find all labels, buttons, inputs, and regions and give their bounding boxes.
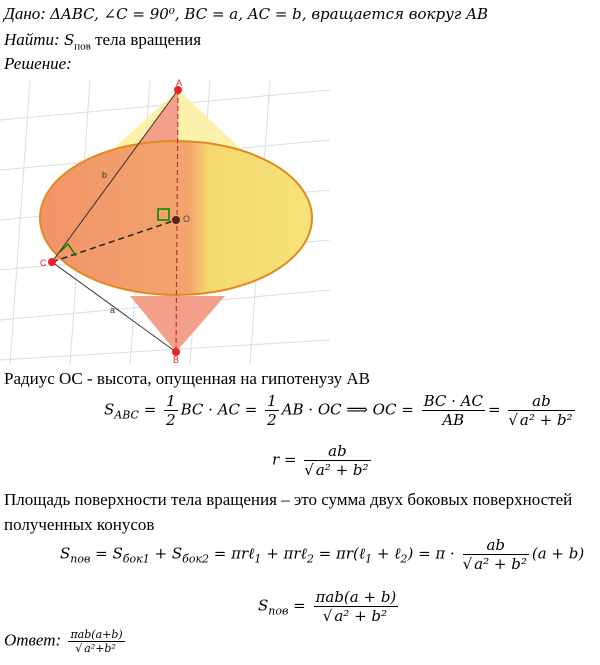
shape: ab √ a² + b²	[304, 442, 371, 479]
text: 2	[267, 411, 277, 429]
shape	[172, 216, 180, 224]
radius-text: Радиус OC - высота, опущенная на гипотен…	[4, 369, 370, 389]
side-label: a	[110, 305, 115, 315]
shape: πab(a+b) √ a²+b²	[68, 628, 125, 655]
text: 1	[365, 552, 373, 566]
find-label: Найти:	[4, 30, 60, 49]
text: ab	[462, 536, 529, 555]
shape	[172, 348, 180, 356]
text: + ℓ	[376, 544, 401, 563]
shape: √ a² + b²	[304, 460, 371, 479]
text: =	[143, 400, 157, 419]
text: 2	[400, 552, 408, 566]
given-label: Дано:	[4, 4, 46, 23]
text: (a + b)	[531, 544, 585, 563]
text: + πrℓ	[266, 544, 307, 563]
text: πab(a + b)	[313, 588, 399, 607]
formula-4: Sпов = πab(a + b) √ a² + b²	[258, 588, 401, 625]
formula-1: SABC = 1 2 BC · AC = 1 2 AB · OC ⟹ OC = BC ·…	[104, 392, 578, 429]
given-line: Дано: ΔABC, ∠C = 90⁰, BC = a, AC = b, вр…	[4, 4, 488, 24]
text: ) = π ·	[407, 544, 455, 563]
text: a²+b²	[82, 641, 118, 655]
shape	[9, 79, 31, 366]
shape: √ a² + b²	[462, 554, 529, 573]
text: S	[60, 544, 71, 563]
find-line: Найти: Sпов тела вращения	[4, 30, 201, 52]
shape: πab(a + b) √ a² + b²	[313, 588, 399, 625]
solution-label: Решение:	[4, 54, 72, 73]
text: = πrℓ	[213, 544, 255, 563]
text: a² + b²	[313, 460, 371, 479]
given-text: ΔABC, ∠C = 90⁰, BC = a, AC = b, вращаетс…	[50, 5, 488, 23]
shape: BC · AC AB	[421, 392, 485, 429]
shape	[130, 296, 225, 352]
text: AB · OC ⟹ OC =	[281, 400, 414, 419]
text: = πr(ℓ	[318, 544, 366, 563]
shape	[51, 89, 179, 263]
shape	[48, 258, 56, 266]
shape: √ a² + b²	[322, 606, 390, 625]
formula-2: r = ab √ a² + b²	[272, 442, 374, 479]
text: 1	[254, 552, 262, 566]
text: пов	[268, 604, 289, 618]
text: =	[293, 596, 306, 615]
text: бок2	[182, 552, 210, 566]
shape	[157, 208, 170, 221]
shape: √ a²+b²	[75, 641, 118, 655]
text: AB	[442, 411, 465, 429]
text: 1	[265, 392, 279, 411]
text: бок1	[122, 552, 150, 566]
text: пов	[70, 552, 91, 566]
text: a² + b²	[332, 606, 390, 625]
text: пов	[74, 40, 91, 53]
area-text: Площадь поверхности тела вращения – это …	[4, 487, 594, 537]
text: S	[258, 596, 269, 615]
shape	[51, 219, 177, 263]
shape: ab √ a² + b²	[462, 536, 529, 573]
shape: √ a² + b²	[508, 410, 575, 429]
point-label: C	[40, 258, 47, 268]
point-label: O	[183, 214, 190, 224]
text: Площадь поверхности тела вращения – это …	[4, 490, 573, 534]
text: Радиус OC - высота, опущенная на гипотен…	[4, 369, 370, 388]
text: S	[104, 400, 115, 419]
text: ab	[508, 392, 575, 411]
text: ABC	[114, 408, 139, 422]
text: 1	[164, 392, 178, 411]
text: S	[63, 31, 75, 49]
point-label: A	[176, 78, 182, 88]
text: ab	[304, 442, 371, 461]
text: = S	[95, 544, 123, 563]
text: =	[487, 400, 501, 419]
formula-3: Sпов = Sбок1 + Sбок2 = πrℓ1 + πrℓ2 = πr(…	[60, 536, 584, 573]
figure: A B C O a b	[0, 78, 330, 366]
text: + S	[154, 544, 183, 563]
text: πab(a+b)	[68, 628, 125, 642]
point-label: B	[173, 355, 179, 365]
text: BC · AC	[421, 392, 485, 411]
answer-label: Ответ:	[4, 630, 62, 650]
text: BC · AC =	[180, 400, 258, 419]
text: 2	[306, 552, 314, 566]
text: r =	[272, 450, 297, 469]
shape: ab √ a² + b²	[508, 392, 575, 429]
shape	[174, 86, 182, 94]
shape	[0, 339, 330, 361]
shape	[51, 261, 177, 353]
text: a² + b²	[472, 554, 529, 573]
text: тела вращения	[95, 30, 202, 49]
text: 2	[166, 411, 176, 429]
answer-line: Ответ: πab(a+b) √ a²+b²	[4, 628, 128, 655]
side-label: b	[102, 170, 107, 180]
shape	[59, 242, 77, 257]
text: a² + b²	[517, 410, 575, 429]
